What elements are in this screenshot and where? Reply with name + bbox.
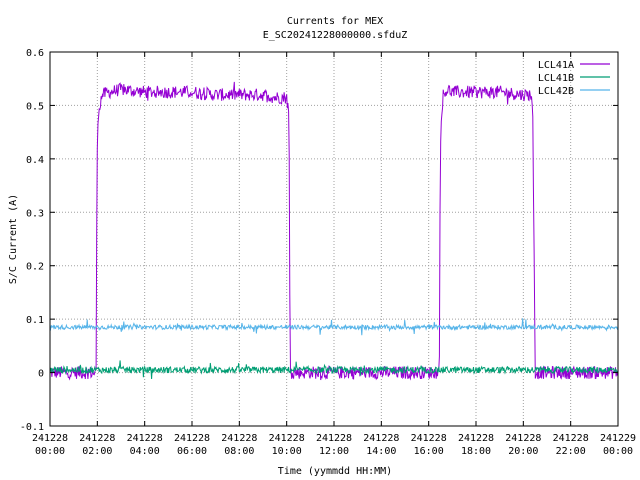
x-tick-date: 241228: [32, 433, 68, 444]
x-tick-time: 18:00: [461, 446, 491, 457]
x-tick-time: 20:00: [508, 446, 538, 457]
x-tick-label: 241228 06:00: [174, 433, 210, 457]
x-tick-date: 241228: [221, 433, 257, 444]
x-tick-label: 241229 00:00: [600, 433, 636, 457]
legend: LCL41A LCL41B LCL42B: [538, 60, 610, 97]
x-tick-label: 241228 02:00: [79, 433, 115, 457]
legend-label: LCL42B: [538, 86, 574, 97]
y-tick-label: -0.1: [20, 422, 44, 433]
y-tick-label: 0.6: [26, 48, 44, 59]
chart-subtitle: E_SC20241228000000.sfduZ: [263, 30, 408, 41]
y-axis-label: S/C Current (A): [8, 194, 19, 284]
x-tick-time: 14:00: [366, 446, 396, 457]
x-tick-time: 10:00: [272, 446, 302, 457]
x-tick-time: 22:00: [556, 446, 586, 457]
series-line-lcl41b: [49, 360, 619, 380]
x-axis-label: Time (yymmdd HH:MM): [278, 466, 392, 477]
x-tick-date: 241229: [600, 433, 636, 444]
x-tick-date: 241228: [79, 433, 115, 444]
x-tick-time: 00:00: [603, 446, 633, 457]
x-tick-label: 241228 16:00: [411, 433, 447, 457]
series-line-lcl42b: [49, 318, 619, 336]
x-tick-date: 241228: [553, 433, 589, 444]
x-tick-time: 12:00: [319, 446, 349, 457]
x-tick-time: 00:00: [35, 446, 65, 457]
x-tick-date: 241228: [505, 433, 541, 444]
x-tick-label: 241228 00:00: [32, 433, 68, 457]
y-tick-label: 0.1: [26, 315, 44, 326]
series-line-lcl41a: [49, 81, 619, 381]
x-tick-label: 241228 10:00: [269, 433, 305, 457]
x-tick-time: 02:00: [82, 446, 112, 457]
x-tick-time: 16:00: [414, 446, 444, 457]
x-tick-date: 241228: [411, 433, 447, 444]
y-tick-label: 0.2: [26, 262, 44, 273]
legend-label: LCL41B: [538, 73, 574, 84]
x-tick-label: 241228 12:00: [316, 433, 352, 457]
x-tick-date: 241228: [458, 433, 494, 444]
legend-label: LCL41A: [538, 60, 574, 71]
x-tick-label: 241228 14:00: [363, 433, 399, 457]
x-tick-date: 241228: [174, 433, 210, 444]
x-tick-date: 241228: [269, 433, 305, 444]
x-tick-date: 241228: [363, 433, 399, 444]
x-tick-label: 241228 04:00: [127, 433, 163, 457]
x-tick-label: 241228 20:00: [505, 433, 541, 457]
x-tick-label: 241228 18:00: [458, 433, 494, 457]
x-tick-date: 241228: [127, 433, 163, 444]
x-tick-time: 04:00: [130, 446, 160, 457]
x-tick-date: 241228: [316, 433, 352, 444]
grid: [50, 52, 618, 426]
axis-ticks: -0.100.10.20.30.40.50.624122800:00241228…: [20, 48, 636, 457]
x-tick-time: 06:00: [177, 446, 207, 457]
x-tick-label: 241228 22:00: [553, 433, 589, 457]
chart-title: Currents for MEX: [287, 16, 383, 27]
series-layer: [49, 81, 619, 381]
x-tick-time: 08:00: [224, 446, 254, 457]
y-tick-label: 0.3: [26, 208, 44, 219]
x-tick-label: 241228 08:00: [221, 433, 257, 457]
y-tick-label: 0.4: [26, 155, 44, 166]
y-tick-label: 0.5: [26, 101, 44, 112]
y-tick-label: 0: [38, 369, 44, 380]
